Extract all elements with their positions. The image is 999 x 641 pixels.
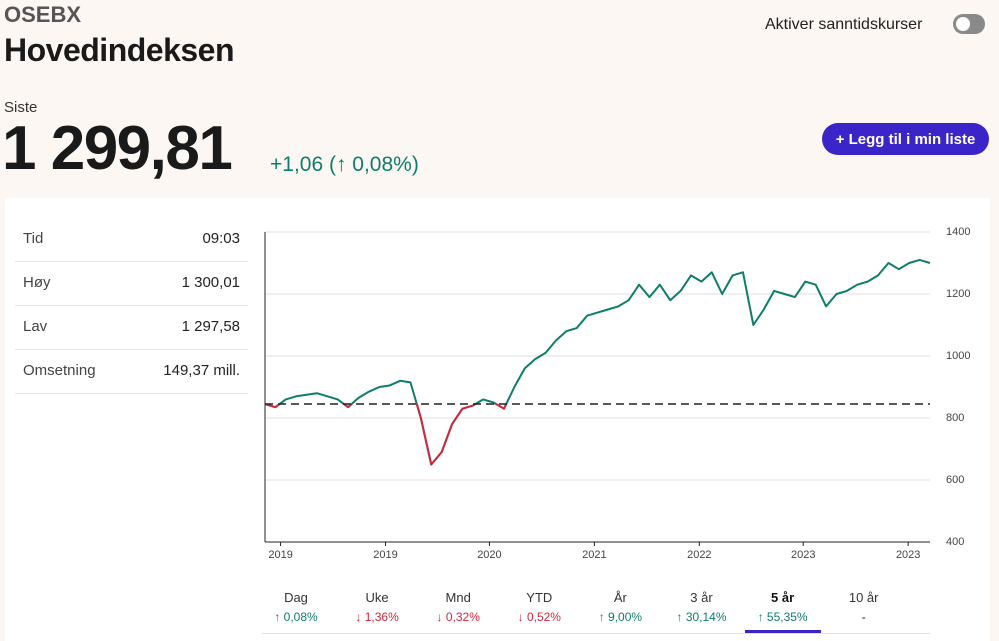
- panel: [5, 198, 990, 641]
- period-change: -: [861, 610, 866, 624]
- price: 1 299,81: [2, 114, 233, 183]
- toggle-label: Aktiver sanntidskurser: [765, 16, 923, 33]
- tab-divider: [262, 633, 930, 634]
- series-line: [264, 258, 931, 466]
- y-tick-label: 400: [946, 536, 964, 548]
- period-change: 55,35%: [743, 610, 823, 624]
- y-tick-label: 1400: [946, 226, 970, 238]
- period-tab[interactable]: YTD 0,52%: [499, 590, 579, 624]
- period-tab[interactable]: Dag 0,08%: [256, 590, 336, 624]
- title: Hovedindeksen: [4, 32, 235, 68]
- period-change: 0,52%: [499, 610, 579, 624]
- stat-label: Omsetning: [23, 362, 96, 379]
- stat-value: 1 297,58: [181, 318, 240, 335]
- y-tick-label: 600: [946, 474, 964, 486]
- ticker: OSEBX: [4, 2, 82, 27]
- period-label: 3 år: [690, 590, 713, 605]
- period-label: Uke: [365, 590, 389, 605]
- chart: 400 600 800 1000 1200 1400 2019 2019 2020 2021 202…: [264, 226, 970, 561]
- period-change: 0,08%: [256, 610, 336, 624]
- x-tick-label: 2023: [791, 549, 815, 561]
- x-tick-label: 2023: [896, 549, 920, 561]
- price-change: +1,06 (↑ 0,08%): [270, 153, 419, 176]
- price-label: Siste: [4, 99, 38, 116]
- stat-label: Tid: [23, 230, 44, 247]
- stat-label: Lav: [23, 318, 48, 335]
- stat-value: 09:03: [202, 230, 240, 247]
- x-tick-label: 2020: [477, 549, 501, 561]
- x-tick-label: 2022: [687, 549, 711, 561]
- period-label: 10 år: [848, 590, 879, 605]
- period-tab[interactable]: År 9,00%: [580, 590, 660, 624]
- period-label: YTD: [526, 590, 553, 605]
- period-tab[interactable]: 3 år 30,14%: [662, 590, 742, 624]
- period-tab[interactable]: 10 år -: [824, 590, 904, 624]
- selected-tab-indicator: [744, 630, 821, 633]
- x-tick-label: 2019: [268, 549, 292, 561]
- stat-value: 149,37 mill.: [163, 362, 240, 379]
- x-tick-label: 2019: [373, 549, 397, 561]
- period-label: År: [613, 590, 627, 605]
- period-change: 1,36%: [337, 610, 417, 624]
- stat-row: Lav 1 297,58: [15, 305, 248, 350]
- series-line-below: [264, 404, 508, 466]
- stat-row: Tid 09:03: [15, 217, 248, 262]
- period-tab[interactable]: Mnd 0,32%: [418, 590, 498, 624]
- stat-row: Omsetning 149,37 mill.: [15, 349, 248, 394]
- period-label: Mnd: [445, 590, 471, 605]
- y-tick-label: 1000: [946, 350, 970, 362]
- x-tick-label: 2021: [582, 549, 606, 561]
- period-tab[interactable]: 5 år 55,35%: [743, 590, 823, 624]
- y-tick-label: 1200: [946, 288, 970, 300]
- period-label: 5 år: [771, 590, 795, 605]
- period-tab[interactable]: Uke 1,36%: [337, 590, 417, 624]
- add-to-list-button[interactable]: + Legg til i min liste: [822, 123, 989, 155]
- stat-label: Høy: [23, 274, 51, 291]
- toggle[interactable]: [953, 14, 985, 34]
- y-tick-label: 800: [946, 412, 964, 424]
- stat-row: Høy 1 300,01: [15, 261, 248, 306]
- stat-value: 1 300,01: [181, 274, 240, 291]
- period-change: 30,14%: [662, 610, 742, 624]
- period-label: Dag: [284, 590, 308, 605]
- period-change: 0,32%: [418, 610, 498, 624]
- period-change: 9,00%: [580, 610, 660, 624]
